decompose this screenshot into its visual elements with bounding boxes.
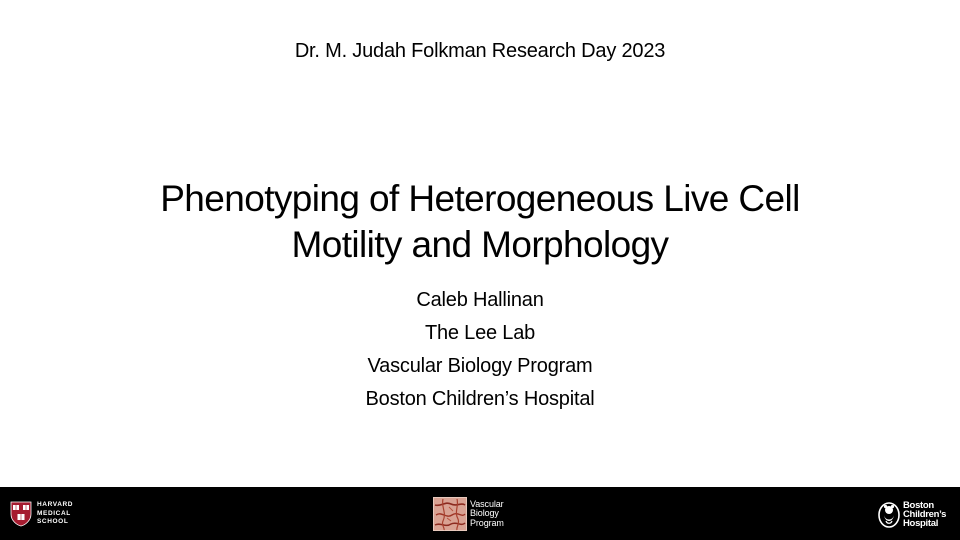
author-name: Caleb Hallinan — [416, 289, 544, 311]
vascular-wordmark: Vascular Biology Program — [470, 498, 504, 529]
hospital-name: Boston Children’s Hospital — [365, 388, 595, 410]
vascular-network-icon — [433, 497, 467, 531]
harvard-wordmark: HARVARD MEDICAL SCHOOL — [37, 501, 73, 527]
boston-childrens-bear-icon — [878, 502, 900, 528]
harvard-medical-school-logo: HARVARD MEDICAL SCHOOL — [10, 499, 73, 529]
title-line-1: Phenotyping of Heterogeneous Live Cell — [160, 178, 800, 219]
vascular-line-3: Program — [470, 517, 504, 528]
vascular-biology-program-logo: Vascular Biology Program — [433, 496, 504, 532]
vascular-line-1: Vascular — [470, 498, 504, 509]
presentation-title: Phenotyping of Heterogeneous Live Cell M… — [60, 176, 900, 268]
harvard-line-2: MEDICAL — [37, 509, 71, 517]
program-name: Vascular Biology Program — [367, 355, 593, 377]
vascular-line-2: Biology — [470, 508, 499, 519]
event-title: Dr. M. Judah Folkman Research Day 2023 — [294, 40, 666, 62]
harvard-line-1: HARVARD — [37, 501, 74, 509]
footer-bar: HARVARD MEDICAL SCHOOL Vascular Biology … — [0, 487, 960, 540]
boston-childrens-wordmark: Boston Children’s Hospital — [903, 499, 947, 529]
harvard-line-3: SCHOOL — [37, 518, 69, 526]
boston-line-2: Children’s — [903, 508, 947, 520]
author-block: Caleb Hallinan The Lee Lab Vascular Biol… — [0, 284, 960, 416]
harvard-shield-icon — [10, 501, 32, 527]
lab-name: The Lee Lab — [424, 322, 536, 344]
boston-line-1: Boston — [903, 499, 934, 511]
boston-line-3: Hospital — [903, 517, 939, 529]
title-line-2: Motility and Morphology — [291, 224, 670, 265]
boston-childrens-logo: Boston Children’s Hospital — [877, 498, 946, 530]
